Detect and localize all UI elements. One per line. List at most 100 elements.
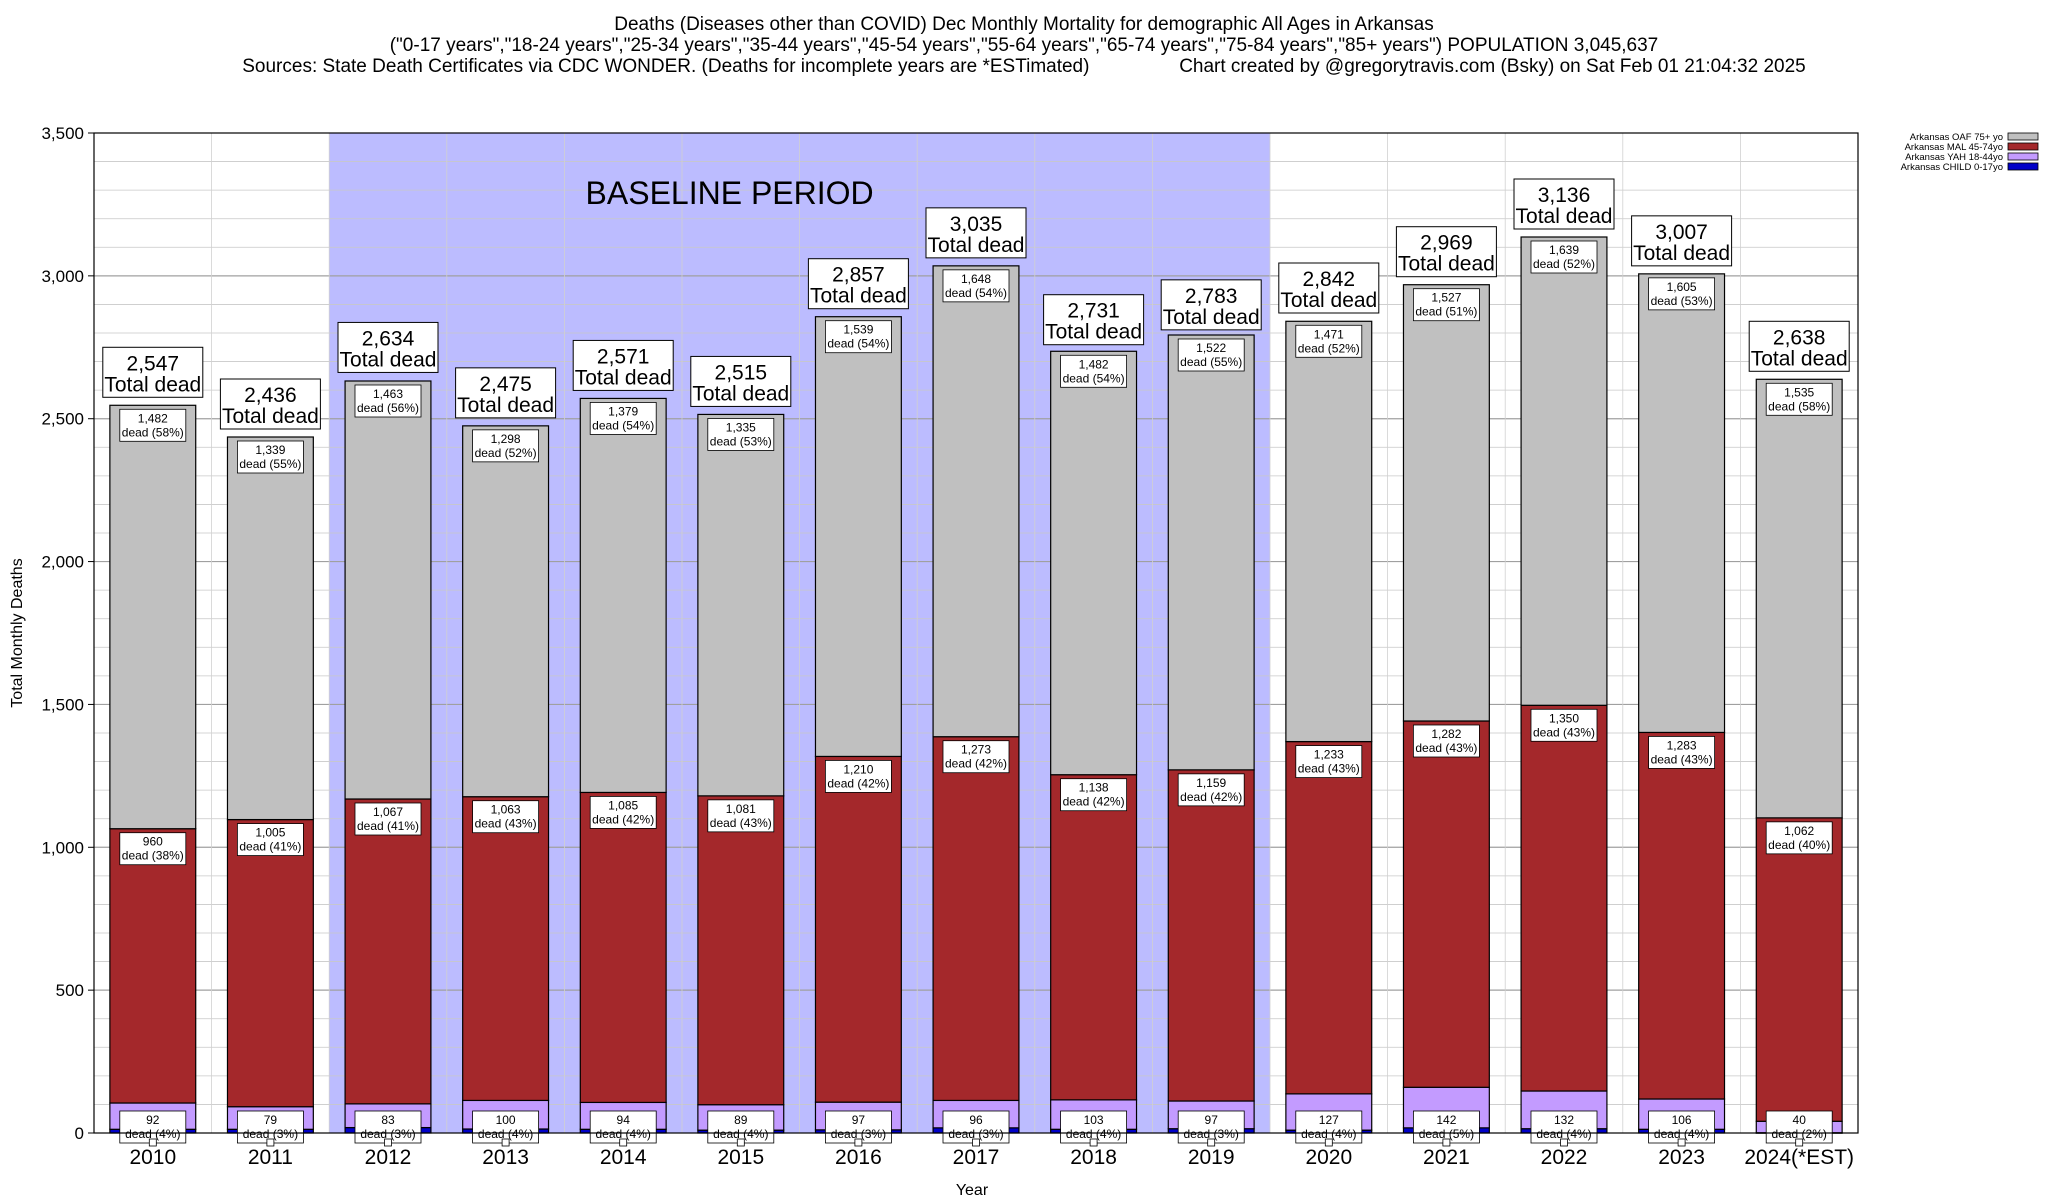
bar-segment-3	[1050, 350, 1138, 776]
segment-label-box	[1530, 1110, 1598, 1144]
total-label-box	[1278, 262, 1380, 314]
total-label-box	[690, 355, 792, 407]
segment-value-label: 1,273	[961, 743, 991, 757]
segment-label-box	[1295, 1110, 1363, 1144]
total-label-box	[1160, 279, 1262, 331]
segment-label-box	[825, 320, 892, 354]
segment-label-box	[236, 1110, 304, 1144]
segment-label-box	[472, 429, 540, 463]
segment-value-label: 1,233	[1314, 748, 1344, 762]
segment-label-box	[472, 800, 540, 834]
segment-pct-label: dead (38%)	[122, 849, 184, 863]
segment-label-box	[1060, 1110, 1127, 1144]
segment-value-label: 92	[146, 1113, 160, 1127]
legend-swatch	[2007, 132, 2039, 141]
segment-value-label: 1,298	[491, 432, 521, 446]
total-label-box	[1043, 294, 1145, 346]
total-suffix-label: Total dead	[928, 234, 1025, 257]
segment-pct-label: dead (54%)	[945, 286, 1007, 300]
segment-label-box	[589, 796, 657, 829]
segment-value-label: 1,063	[491, 803, 521, 817]
total-suffix-label: Total dead	[1280, 289, 1377, 312]
x-tick-label: 2017	[953, 1146, 1000, 1169]
y-tick-label: 500	[56, 981, 84, 1000]
y-tick-label: 1,000	[41, 838, 84, 857]
segment-value-label: 1,067	[373, 805, 403, 819]
segment-value-label: 1,210	[843, 762, 873, 776]
segment-value-label: 100	[496, 1113, 516, 1127]
chart-title: Deaths (Diseases other than COVID) Dec M…	[614, 14, 1434, 35]
segment-value-label: 1,159	[1196, 776, 1226, 790]
x-axis-label: Year	[956, 1182, 989, 1199]
segment-value-label: 1,639	[1549, 243, 1579, 257]
segment-pct-label: dead (3%)	[1184, 1127, 1239, 1141]
segment-pct-label: dead (55%)	[1180, 355, 1242, 369]
total-suffix-label: Total dead	[1516, 205, 1613, 228]
segment-pct-label: dead (42%)	[1180, 790, 1242, 804]
segment-pct-label: dead (3%)	[948, 1127, 1003, 1141]
total-value-label: 2,638	[1773, 326, 1826, 349]
total-value-label: 3,035	[950, 213, 1003, 236]
segment-label-box	[1648, 1110, 1715, 1144]
child-marker	[736, 1138, 745, 1147]
segment-label-box	[354, 384, 422, 418]
segment-pct-label: dead (4%)	[478, 1127, 533, 1141]
segment-value-label: 1,471	[1314, 327, 1344, 341]
segment-value-label: 96	[969, 1113, 983, 1127]
segment-value-label: 106	[1672, 1113, 1692, 1127]
baseline-period-label: BASELINE PERIOD	[586, 175, 874, 211]
segment-pct-label: dead (53%)	[1651, 294, 1713, 308]
total-value-label: 3,007	[1655, 221, 1708, 244]
segment-label-box	[825, 760, 892, 793]
total-value-label: 2,783	[1185, 285, 1238, 308]
total-value-label: 2,571	[597, 345, 650, 368]
segment-pct-label: dead (4%)	[125, 1127, 180, 1141]
segment-label-box	[236, 440, 304, 474]
legend-swatch	[2007, 152, 2039, 161]
segment-value-label: 132	[1554, 1113, 1574, 1127]
child-marker	[501, 1138, 510, 1147]
segment-pct-label: dead (4%)	[1536, 1127, 1591, 1141]
segment-label-box	[1648, 736, 1715, 769]
y-tick-label: 1,500	[41, 695, 84, 714]
y-axis-label: Total Monthly Deaths	[9, 558, 26, 707]
total-value-label: 2,731	[1067, 300, 1120, 323]
segment-pct-label: dead (43%)	[1533, 725, 1595, 739]
x-tick-label: 2021	[1423, 1146, 1470, 1169]
total-suffix-label: Total dead	[810, 285, 907, 308]
segment-value-label: 94	[617, 1113, 631, 1127]
segment-value-label: 103	[1084, 1113, 1104, 1127]
x-tick-label: 2023	[1658, 1146, 1705, 1169]
segment-label-box	[1530, 708, 1598, 742]
total-suffix-label: Total dead	[1751, 347, 1848, 370]
y-tick-label: 2,000	[41, 553, 84, 572]
total-value-label: 2,475	[479, 373, 532, 396]
segment-label-box	[1413, 724, 1480, 758]
segment-value-label: 1,282	[1431, 727, 1461, 741]
segment-label-box	[1177, 1110, 1245, 1144]
x-tick-label: 2020	[1305, 1146, 1352, 1169]
segment-value-label: 1,350	[1549, 711, 1579, 725]
segment-value-label: 1,463	[373, 387, 403, 401]
bar-segment-2	[1050, 774, 1138, 1101]
segment-value-label: 97	[1205, 1113, 1219, 1127]
x-tick-label: 2010	[129, 1146, 176, 1169]
legend-label: Arkansas OAF 75+ yo	[1910, 132, 2003, 143]
segment-label-box	[1765, 382, 1833, 416]
x-tick-label: 2015	[717, 1146, 764, 1169]
segment-value-label: 1,138	[1079, 781, 1109, 795]
total-label-box	[1395, 226, 1497, 278]
total-label-box	[337, 321, 439, 373]
total-label-box	[219, 378, 321, 430]
segment-pct-label: dead (54%)	[1063, 371, 1125, 385]
segment-pct-label: dead (42%)	[1063, 795, 1125, 809]
segment-value-label: 1,648	[961, 272, 991, 286]
segment-label-box	[589, 402, 657, 435]
total-value-label: 2,634	[362, 327, 415, 350]
segment-pct-label: dead (5%)	[1419, 1127, 1474, 1141]
total-suffix-label: Total dead	[1045, 321, 1142, 344]
segment-label-box	[1530, 240, 1598, 274]
segment-value-label: 1,339	[255, 443, 285, 457]
segment-value-label: 89	[734, 1113, 748, 1127]
x-tick-label: 2018	[1070, 1146, 1117, 1169]
